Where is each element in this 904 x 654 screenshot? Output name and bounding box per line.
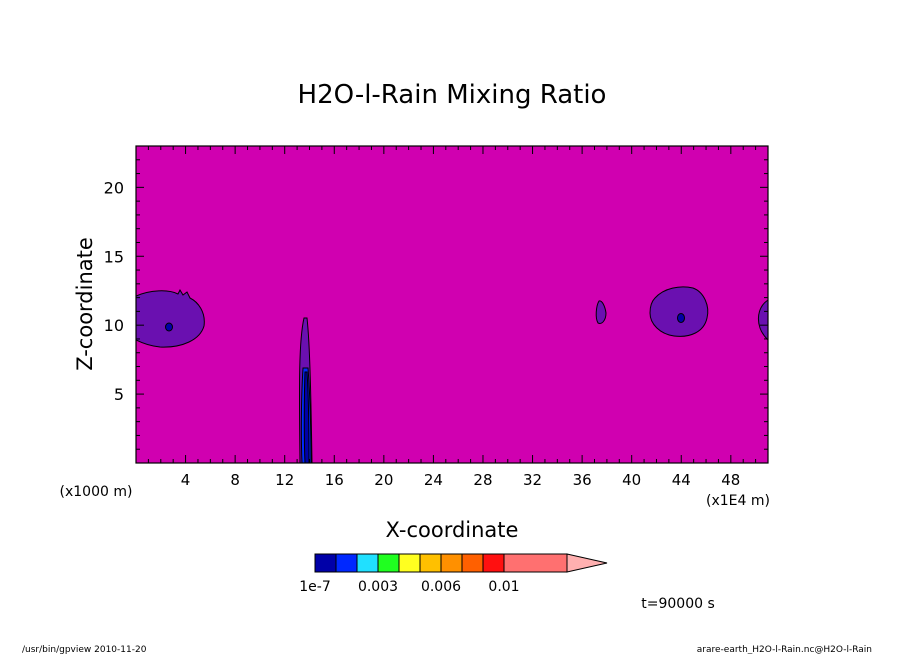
colorbar-extend-triangle xyxy=(566,553,608,573)
colorbar-cell xyxy=(398,553,421,573)
y-axis-label: Z-coordinate xyxy=(73,237,97,371)
x-tick-label: 32 xyxy=(523,471,542,489)
x-tick-label: 12 xyxy=(275,471,294,489)
x-tick-label: 16 xyxy=(325,471,344,489)
axis-ticks xyxy=(136,146,768,463)
left-cloud-contour xyxy=(136,288,205,348)
x-tick-label: 4 xyxy=(181,471,191,489)
x-tick-label: 20 xyxy=(374,471,393,489)
right-cloud-contour xyxy=(649,286,709,337)
colorbar-tick-label: 0.003 xyxy=(358,579,398,595)
y-tick-label: 20 xyxy=(104,178,124,197)
y-tick-labels: 5 10 15 20 xyxy=(104,178,124,404)
x-tick-label: 40 xyxy=(622,471,641,489)
y-tick-label: 10 xyxy=(104,316,124,335)
plot-frame xyxy=(135,145,769,464)
small-cloud-contour xyxy=(595,300,607,324)
colorbar-cell xyxy=(377,553,400,573)
x-axis-label: X-coordinate xyxy=(386,518,519,542)
footer-left: /usr/bin/gpview 2010-11-20 xyxy=(22,645,147,654)
chart-title: H2O-l-Rain Mixing Ratio xyxy=(298,80,607,110)
contour-layer xyxy=(136,286,768,463)
colorbar-labels: 1e-7 0.003 0.006 0.01 xyxy=(299,579,519,595)
colorbar-cell xyxy=(461,553,484,573)
colorbar-cell xyxy=(440,553,463,573)
colorbar-cell xyxy=(419,553,442,573)
x-tick-labels: 4 8 12 16 20 24 28 32 36 40 44 48 xyxy=(181,471,741,489)
colorbar-cell xyxy=(335,553,358,573)
x-tick-label: 44 xyxy=(672,471,691,489)
colorbar-cell xyxy=(503,553,568,573)
right-cloud-core xyxy=(677,313,685,323)
colorbar-cell xyxy=(482,553,505,573)
y-tick-label: 15 xyxy=(104,247,124,266)
colorbar xyxy=(314,553,608,573)
time-label: t=90000 s xyxy=(641,596,715,612)
colorbar-cell xyxy=(314,553,337,573)
colorbar-cell xyxy=(356,553,379,573)
colorbar-tick-label: 0.006 xyxy=(421,579,461,595)
y-unit-label: (x1000 m) xyxy=(60,484,133,500)
x-tick-label: 24 xyxy=(424,471,443,489)
rain-shaft-inner xyxy=(303,371,310,463)
x-unit-label: (x1E4 m) xyxy=(706,493,770,509)
colorbar-tick-label: 0.01 xyxy=(488,579,519,595)
x-tick-label: 28 xyxy=(473,471,492,489)
footer-right: arare-earth_H2O-l-Rain.nc@H2O-l-Rain xyxy=(697,645,872,654)
y-tick-label: 5 xyxy=(114,385,124,404)
x-tick-label: 36 xyxy=(573,471,592,489)
colorbar-tick-label: 1e-7 xyxy=(299,579,330,595)
x-tick-label: 8 xyxy=(230,471,240,489)
x-tick-label: 48 xyxy=(721,471,740,489)
left-cloud-core xyxy=(165,322,173,332)
